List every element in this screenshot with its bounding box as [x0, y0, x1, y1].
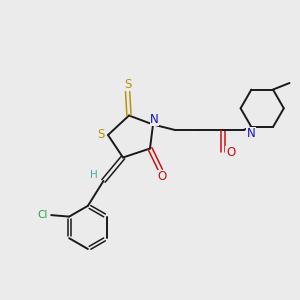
Text: N: N — [246, 127, 255, 140]
Text: O: O — [158, 170, 166, 183]
Text: O: O — [226, 146, 235, 160]
Text: S: S — [124, 77, 131, 91]
Text: H: H — [90, 170, 98, 181]
Text: Cl: Cl — [38, 210, 48, 220]
Text: S: S — [97, 128, 104, 142]
Text: N: N — [150, 112, 159, 126]
